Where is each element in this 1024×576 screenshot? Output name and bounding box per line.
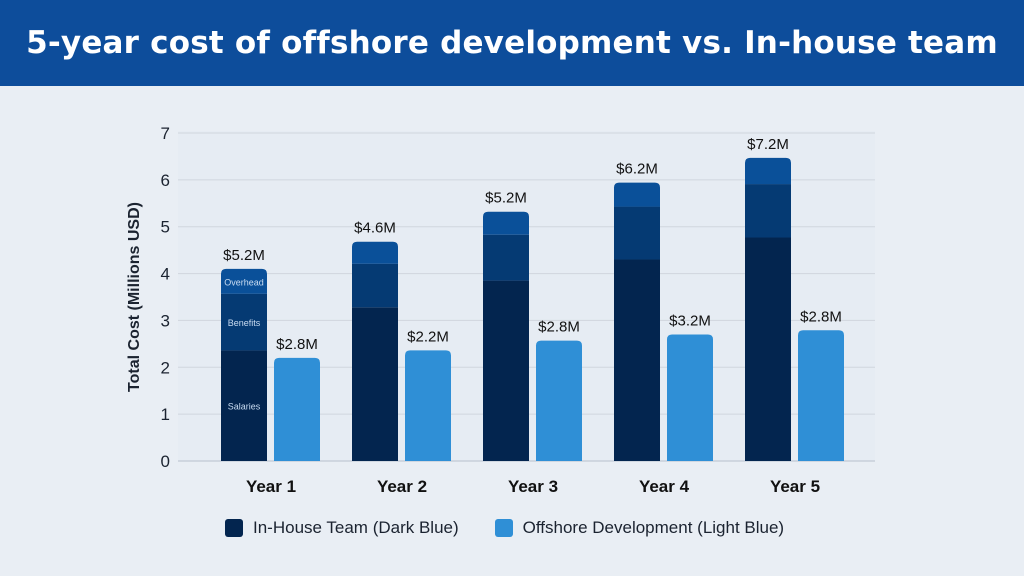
bar-offshore (405, 350, 451, 461)
x-tick-label: Year 5 (770, 477, 820, 496)
title-banner: 5-year cost of offshore development vs. … (0, 0, 1024, 86)
y-tick-label: 0 (161, 452, 170, 471)
bar-segment-benefits (221, 293, 267, 351)
legend-label-offshore: Offshore Development (Light Blue) (522, 518, 785, 537)
y-tick-label: 7 (161, 124, 170, 143)
legend: In-House Team (Dark Blue) Offshore Devel… (225, 518, 784, 538)
legend-item-inhouse: In-House Team (Dark Blue) (225, 518, 459, 538)
bar-segment-overhead (221, 268, 267, 294)
bar-offshore (798, 330, 844, 461)
x-tick-label: Year 2 (377, 477, 427, 496)
bar-offshore (667, 334, 713, 461)
y-tick-label: 5 (161, 218, 170, 237)
data-label-offshore: $2.8M (538, 319, 580, 336)
bar-segment-overhead (483, 211, 529, 235)
y-tick-label: 6 (161, 171, 170, 190)
bar-segment-overhead (614, 182, 660, 207)
legend-item-offshore: Offshore Development (Light Blue) (494, 518, 785, 538)
bar-segment-benefits (745, 184, 791, 238)
x-tick-label: Year 3 (508, 477, 558, 496)
y-tick-label: 4 (161, 265, 170, 284)
data-label-offshore: $2.2M (407, 328, 449, 345)
data-label-offshore: $3.2M (669, 312, 711, 329)
bar-offshore (274, 357, 320, 461)
x-tick-label: Year 1 (246, 477, 296, 496)
data-label-inhouse: $5.2M (485, 190, 527, 207)
x-tick-label: Year 4 (639, 477, 690, 496)
bar-segment-benefits (614, 206, 660, 260)
legend-swatch-offshore (494, 519, 513, 537)
bar-segment-overhead (745, 157, 791, 185)
y-axis-label: Total Cost (Millions USD) (126, 202, 143, 392)
bar-segment-benefits (483, 234, 529, 281)
segment-label: Benefits (228, 318, 261, 328)
data-label-inhouse: $4.6M (354, 220, 396, 237)
bar-segment-salaries (483, 280, 529, 461)
bar-offshore (536, 340, 582, 461)
y-tick-label: 3 (161, 311, 170, 330)
bar-segment-salaries (745, 237, 791, 461)
data-label-inhouse: $5.2M (223, 247, 265, 264)
bar-segment-overhead (352, 241, 398, 264)
data-label-inhouse: $7.2M (747, 136, 789, 153)
segment-label: Overhead (224, 277, 264, 287)
bar-segment-salaries (352, 307, 398, 461)
chart-title: 5-year cost of offshore development vs. … (26, 25, 998, 61)
data-label-offshore: $2.8M (276, 336, 318, 353)
bar-segment-benefits (352, 263, 398, 308)
segment-label: Salaries (228, 402, 261, 412)
bar-segment-salaries (614, 259, 660, 461)
legend-label-inhouse: In-House Team (Dark Blue) (253, 518, 459, 537)
data-label-offshore: $2.8M (800, 308, 842, 325)
bar-segment-salaries (221, 350, 267, 461)
y-tick-label: 2 (161, 358, 170, 377)
y-tick-label: 1 (161, 405, 170, 424)
data-label-inhouse: $6.2M (616, 161, 658, 178)
legend-swatch-inhouse (225, 519, 243, 537)
